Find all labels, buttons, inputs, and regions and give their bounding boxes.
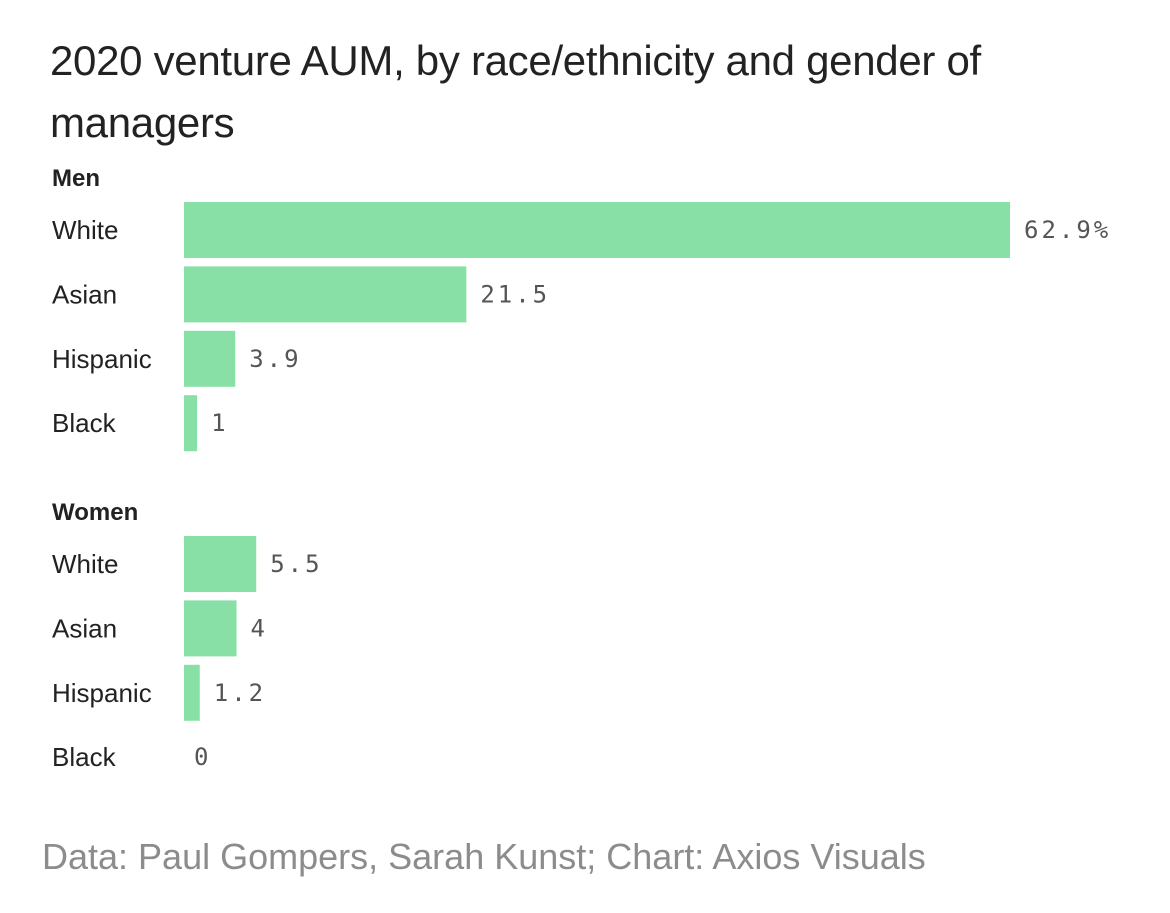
source-note: Data: Paul Gompers, Sarah Kunst; Chart: … <box>42 836 926 877</box>
bar-men-asian <box>184 266 467 323</box>
value-label-men-hispanic: 3.9 <box>249 345 301 373</box>
group-label-women: Women <box>52 499 138 526</box>
value-label-men-white: 62.9% <box>1024 216 1111 244</box>
group-label-men: Men <box>52 165 100 192</box>
chart-title: 2020 venture AUM, by race/ethnicity and … <box>50 37 981 146</box>
bar-men-black <box>184 395 198 452</box>
value-label-women-hispanic: 1.2 <box>214 679 266 707</box>
value-label-men-asian: 21.5 <box>480 280 550 308</box>
category-label-women-asian: Asian <box>52 613 117 643</box>
category-label-women-white: White <box>52 549 118 579</box>
bar-women-white <box>184 536 257 592</box>
value-label-women-black: 0 <box>194 743 211 771</box>
bar-women-hispanic <box>184 664 200 721</box>
category-label-men-black: Black <box>52 408 117 438</box>
category-label-men-hispanic: Hispanic <box>52 344 152 374</box>
category-label-men-asian: Asian <box>52 279 117 309</box>
value-label-women-white: 5.5 <box>270 550 322 578</box>
bar-men-white <box>184 202 1010 258</box>
bar-women-asian <box>184 600 237 657</box>
bar-men-hispanic <box>184 330 236 387</box>
category-label-women-hispanic: Hispanic <box>52 678 152 708</box>
value-label-men-black: 1 <box>211 409 228 437</box>
value-label-women-asian: 4 <box>251 614 268 642</box>
category-label-men-white: White <box>52 215 118 245</box>
category-label-women-black: Black <box>52 742 117 772</box>
